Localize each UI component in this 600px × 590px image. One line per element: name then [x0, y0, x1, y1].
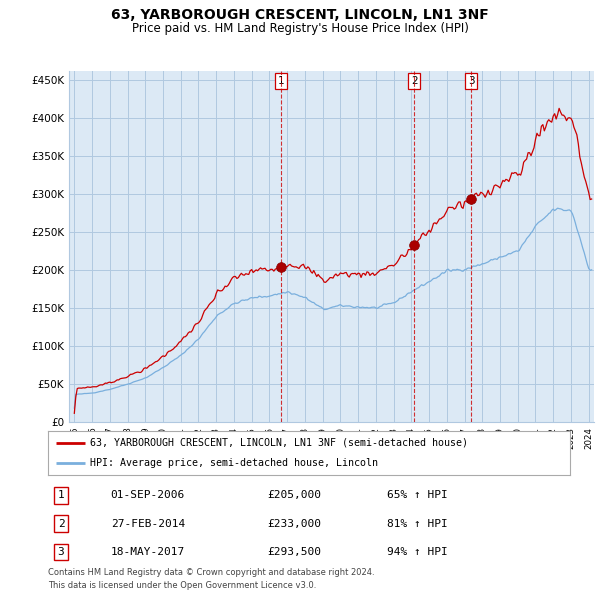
Text: 1: 1: [58, 490, 64, 500]
Text: £233,000: £233,000: [267, 519, 321, 529]
Text: Contains HM Land Registry data © Crown copyright and database right 2024.: Contains HM Land Registry data © Crown c…: [48, 568, 374, 576]
Text: 63, YARBOROUGH CRESCENT, LINCOLN, LN1 3NF: 63, YARBOROUGH CRESCENT, LINCOLN, LN1 3N…: [111, 8, 489, 22]
Text: 94% ↑ HPI: 94% ↑ HPI: [388, 547, 448, 557]
Text: This data is licensed under the Open Government Licence v3.0.: This data is licensed under the Open Gov…: [48, 581, 316, 589]
Text: 18-MAY-2017: 18-MAY-2017: [110, 547, 185, 557]
Text: £293,500: £293,500: [267, 547, 321, 557]
Text: 01-SEP-2006: 01-SEP-2006: [110, 490, 185, 500]
Text: 3: 3: [468, 76, 475, 86]
Text: 81% ↑ HPI: 81% ↑ HPI: [388, 519, 448, 529]
Text: 3: 3: [58, 547, 64, 557]
Text: Price paid vs. HM Land Registry's House Price Index (HPI): Price paid vs. HM Land Registry's House …: [131, 22, 469, 35]
Text: 1: 1: [278, 76, 284, 86]
Text: 27-FEB-2014: 27-FEB-2014: [110, 519, 185, 529]
Text: 63, YARBOROUGH CRESCENT, LINCOLN, LN1 3NF (semi-detached house): 63, YARBOROUGH CRESCENT, LINCOLN, LN1 3N…: [90, 438, 468, 448]
Text: HPI: Average price, semi-detached house, Lincoln: HPI: Average price, semi-detached house,…: [90, 458, 378, 468]
Text: 2: 2: [58, 519, 64, 529]
Text: 2: 2: [411, 76, 418, 86]
Text: £205,000: £205,000: [267, 490, 321, 500]
Text: 65% ↑ HPI: 65% ↑ HPI: [388, 490, 448, 500]
